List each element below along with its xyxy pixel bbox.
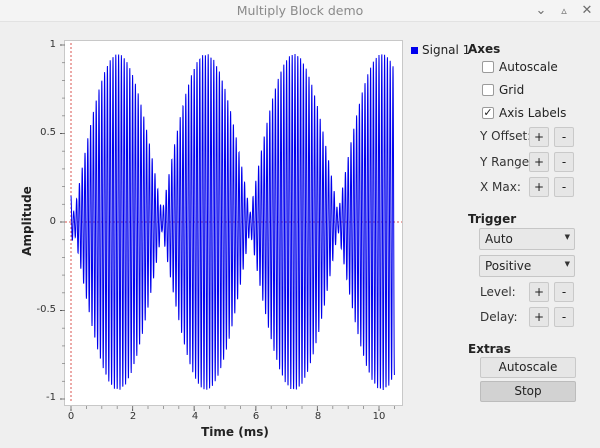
trigger-delay-label: Delay: xyxy=(480,310,518,324)
y-tick-label: 0.5 xyxy=(40,127,56,138)
stop-button[interactable]: Stop xyxy=(480,381,576,402)
x-tick-label: 10 xyxy=(372,411,386,422)
legend-swatch xyxy=(411,47,418,54)
y-range-plus-button[interactable]: + xyxy=(529,152,549,172)
trigger-slope-select[interactable]: Positive ▼ xyxy=(479,255,575,277)
x-max-plus-button[interactable]: + xyxy=(529,177,549,197)
x-max-label: X Max: xyxy=(480,180,521,194)
y-offset-minus-button[interactable]: - xyxy=(554,127,574,147)
y-axis-label: Amplitude xyxy=(20,186,34,256)
axis-labels-checkbox-label: Axis Labels xyxy=(499,106,567,120)
x-tick-label: 0 xyxy=(67,411,75,422)
axes-section-title: Axes xyxy=(468,42,501,56)
autoscale-checkbox[interactable] xyxy=(482,61,494,73)
legend-label: Signal 1 xyxy=(422,43,471,57)
title-bar: Multiply Block demo ⌄ ▵ ✕ xyxy=(0,0,600,22)
x-tick-label: 8 xyxy=(314,411,322,422)
y-range-minus-button[interactable]: - xyxy=(554,152,574,172)
axis-labels-checkbox[interactable]: ✓ xyxy=(482,106,494,119)
chevron-down-icon: ▼ xyxy=(564,233,570,241)
chevron-down-icon: ▼ xyxy=(564,260,570,268)
maximize-icon[interactable]: ▵ xyxy=(561,4,567,17)
trigger-delay-plus-button[interactable]: + xyxy=(529,307,549,327)
trigger-mode-select[interactable]: Auto ▼ xyxy=(479,228,575,250)
trigger-level-label: Level: xyxy=(480,285,516,299)
grid-checkbox-label: Grid xyxy=(499,83,525,97)
trigger-slope-value: Positive xyxy=(485,259,532,273)
window-title: Multiply Block demo xyxy=(236,3,364,18)
y-tick-label: -0.5 xyxy=(36,304,56,315)
trigger-level-minus-button[interactable]: - xyxy=(554,282,574,302)
y-tick-label: 0 xyxy=(49,216,56,227)
minimize-icon[interactable]: ⌄ xyxy=(535,3,547,18)
trigger-mode-value: Auto xyxy=(485,232,513,246)
x-tick-label: 4 xyxy=(191,411,199,422)
y-tick-label: -1 xyxy=(46,392,56,403)
trigger-delay-minus-button[interactable]: - xyxy=(554,307,574,327)
autoscale-button[interactable]: Autoscale xyxy=(480,357,576,378)
y-range-label: Y Range: xyxy=(480,155,534,169)
grid-checkbox[interactable] xyxy=(482,84,494,96)
x-axis-label: Time (ms) xyxy=(201,425,269,439)
trigger-level-plus-button[interactable]: + xyxy=(529,282,549,302)
signal-1-line xyxy=(70,54,395,391)
x-max-minus-button[interactable]: - xyxy=(554,177,574,197)
x-tick-label: 2 xyxy=(129,411,137,422)
y-offset-label: Y Offset: xyxy=(480,129,532,143)
x-tick-label: 6 xyxy=(252,411,260,422)
y-tick-label: 1 xyxy=(49,39,56,50)
y-offset-plus-button[interactable]: + xyxy=(529,127,549,147)
extras-section-title: Extras xyxy=(468,342,511,356)
close-icon[interactable]: ✕ xyxy=(581,3,593,18)
autoscale-checkbox-label: Autoscale xyxy=(499,60,558,74)
trigger-section-title: Trigger xyxy=(468,212,517,226)
